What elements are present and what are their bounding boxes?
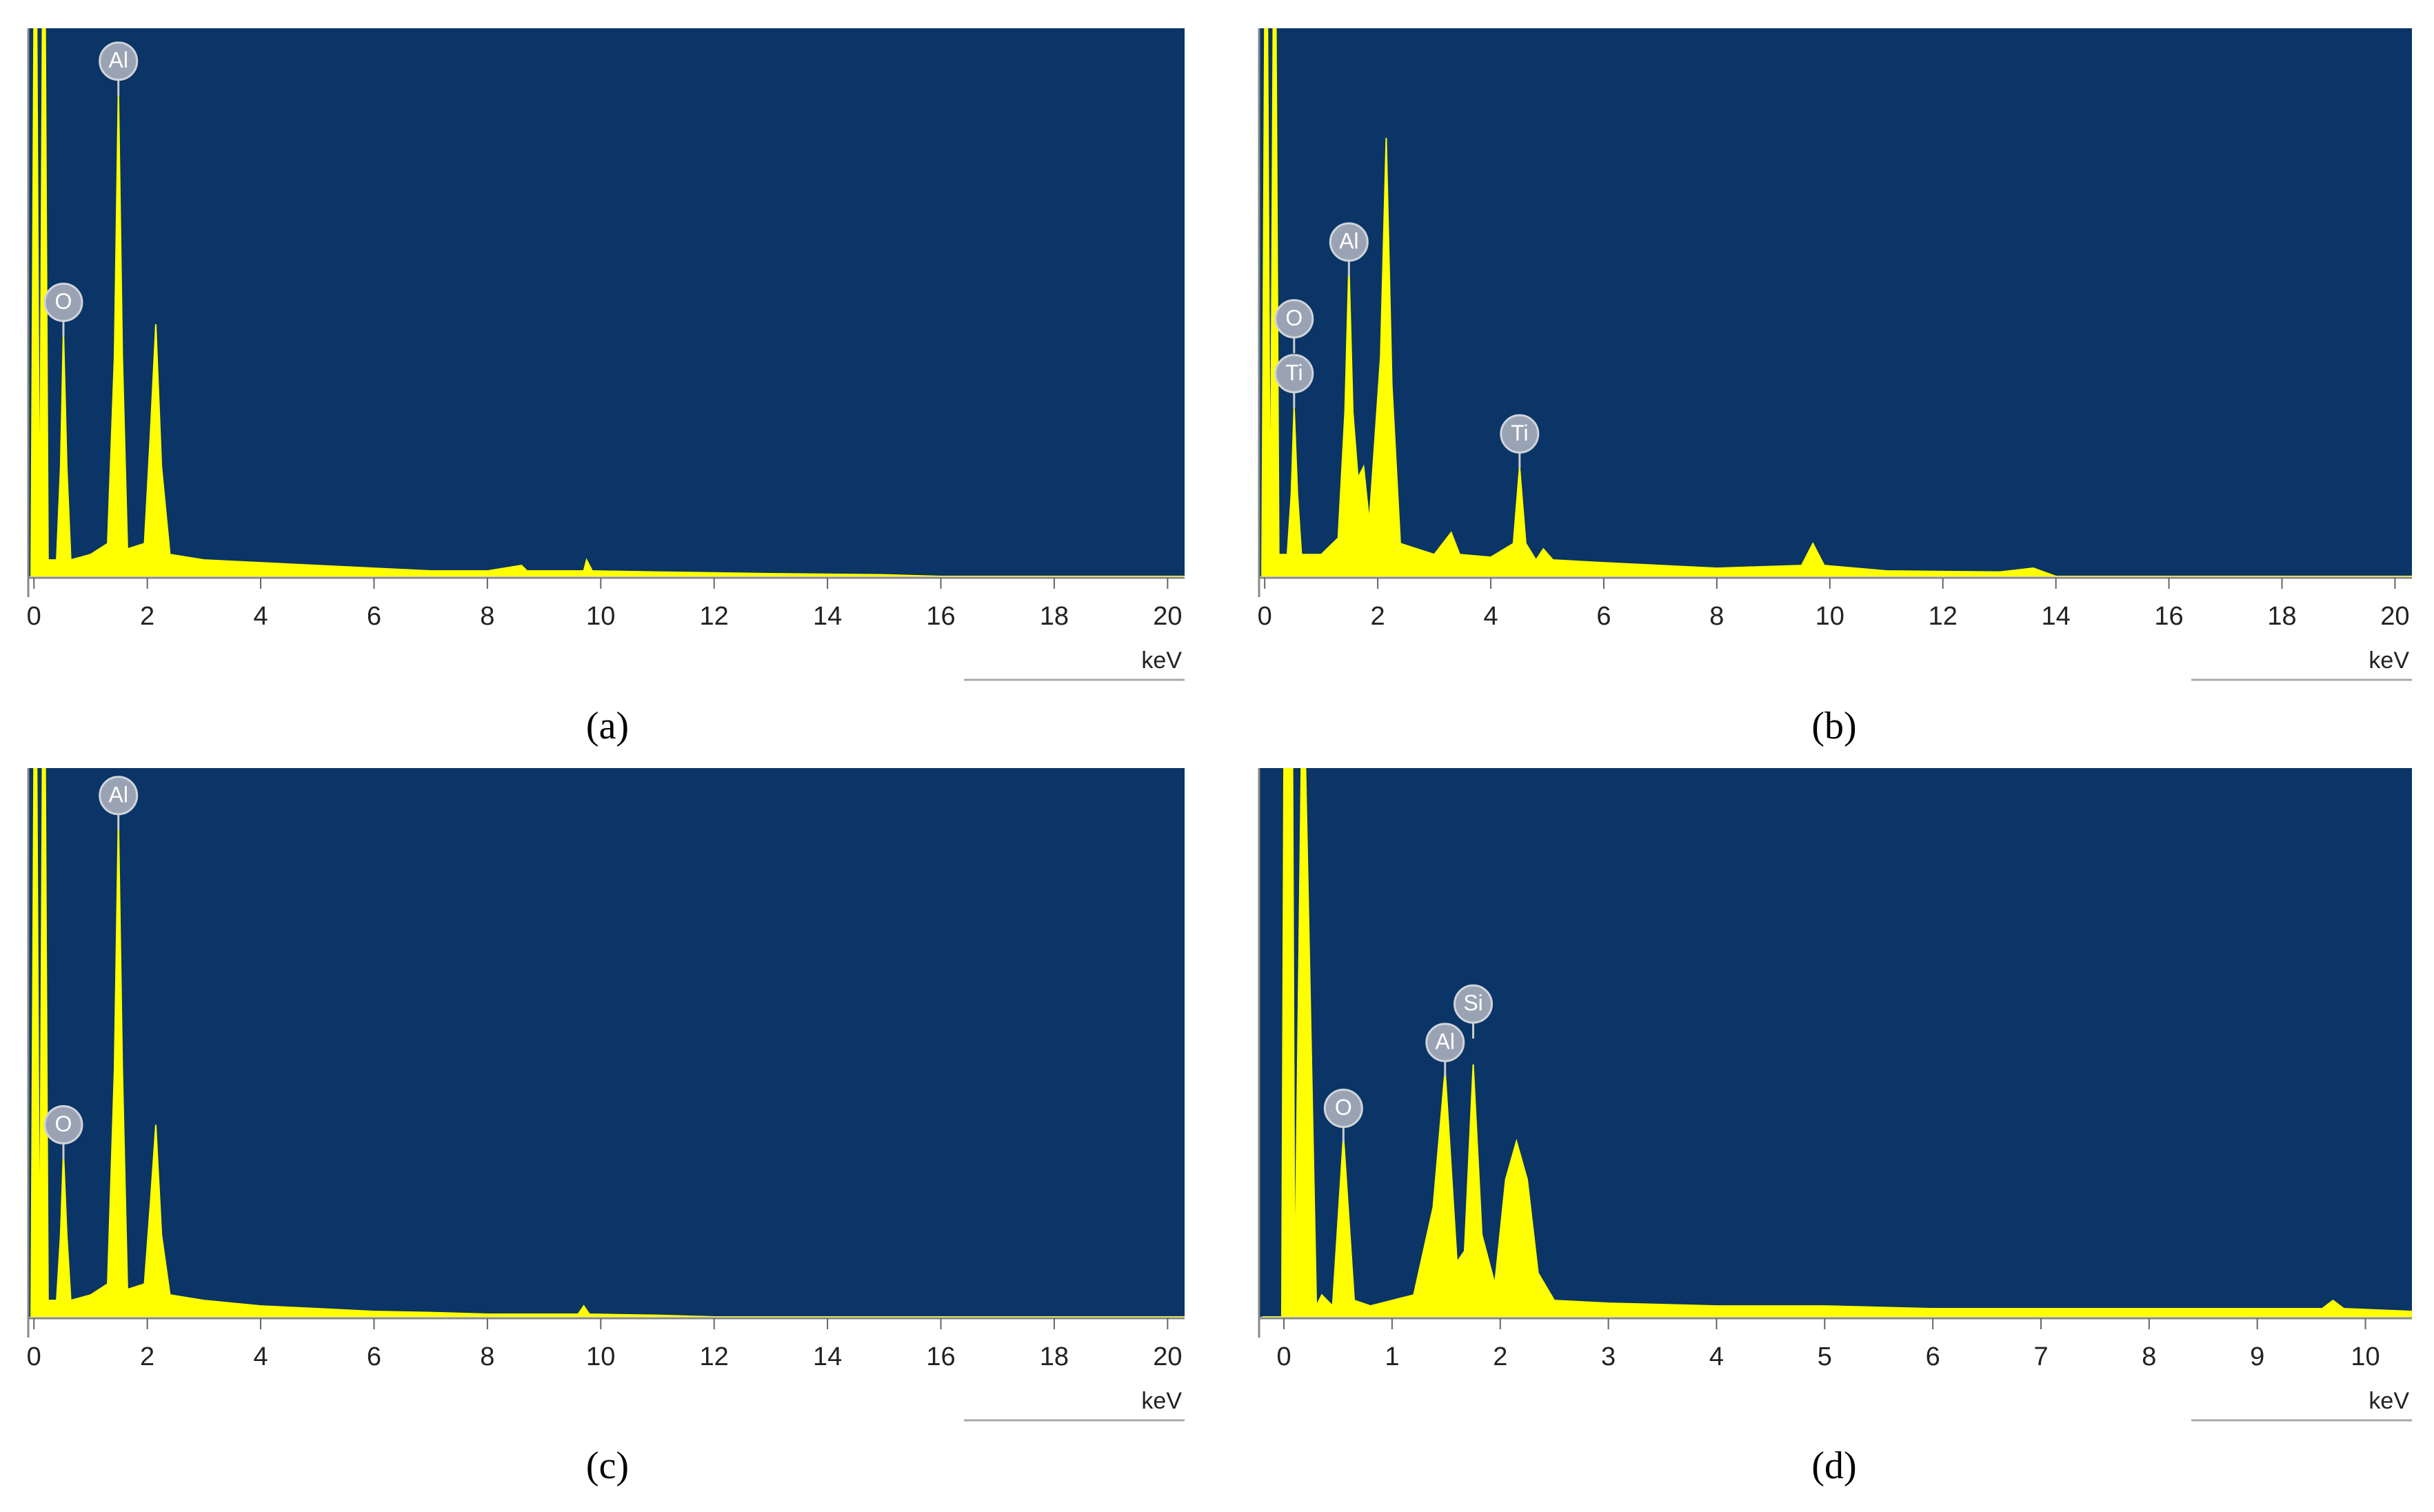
peak-label: Al — [108, 782, 128, 807]
peak-label: O — [1285, 305, 1303, 330]
spectrum — [1261, 28, 2412, 576]
x-tick-label: 0 — [1277, 1342, 1291, 1371]
peak-label-bg — [1500, 414, 1540, 454]
x-tick-label: 14 — [2042, 602, 2071, 631]
x-tick-label: 10 — [1816, 602, 1844, 631]
x-tick-label: 12 — [1929, 602, 1958, 631]
x-tick-label: 20 — [1153, 602, 1182, 631]
x-tick-label: 18 — [1040, 1342, 1069, 1371]
x-tick-label: 16 — [926, 1342, 955, 1371]
peak-label-bg — [99, 41, 139, 81]
plot — [30, 28, 1185, 576]
x-tick-label: 6 — [1926, 1342, 1940, 1371]
x-tick-label: 16 — [2154, 602, 2183, 631]
x-axis-label: keV — [1141, 647, 1182, 674]
peak-label: Ti — [1511, 421, 1528, 445]
spectrum — [1262, 768, 2412, 1317]
x-tick-label: 2 — [140, 1342, 154, 1371]
peak-label-bg — [1323, 1089, 1363, 1129]
x-tick-label: 12 — [700, 1342, 729, 1371]
peak-label-bg — [1425, 1022, 1465, 1062]
x-tick-label: 14 — [813, 1342, 842, 1371]
x-tick-label: 0 — [27, 1342, 41, 1371]
plot-area — [1259, 28, 2412, 576]
x-axis-label: keV — [2368, 1388, 2409, 1414]
peak-label: Ti — [1285, 360, 1303, 385]
panel-label: (c) — [586, 1444, 629, 1487]
x-tick-label: 1 — [1385, 1342, 1399, 1371]
peak-label-bg — [1274, 299, 1314, 339]
x-tick-label: 2 — [1493, 1342, 1507, 1371]
x-tick-label: 8 — [2142, 1342, 2156, 1371]
panel-label: (a) — [586, 705, 629, 747]
peak-label-bg — [1274, 354, 1314, 394]
x-tick-label: 0 — [27, 602, 41, 631]
x-tick-label: 10 — [586, 602, 615, 631]
peak-label: Si — [1463, 991, 1482, 1016]
x-tick-label: 2 — [1371, 602, 1385, 631]
panel-label: (b) — [1811, 705, 1856, 747]
x-tick-label: 20 — [1153, 1342, 1182, 1371]
x-tick-label: 6 — [1596, 602, 1611, 631]
x-tick-label: 6 — [367, 602, 381, 631]
x-tick-label: 8 — [480, 1342, 494, 1371]
x-tick-label: 8 — [480, 602, 494, 631]
peak-label-bg — [1454, 984, 1493, 1024]
x-axis-label: keV — [1141, 1388, 1182, 1414]
peak-label-bg — [1329, 222, 1369, 262]
plot — [30, 768, 1185, 1317]
spectrum — [30, 28, 1185, 576]
x-tick-label: 5 — [1818, 1342, 1832, 1371]
peak-label-bg — [43, 1105, 83, 1145]
spectrum — [30, 768, 1185, 1317]
plot-area — [28, 28, 1185, 576]
x-tick-label: 3 — [1601, 1342, 1616, 1371]
x-tick-label: 6 — [367, 1342, 381, 1371]
x-tick-label: 0 — [1258, 602, 1272, 631]
x-tick-label: 20 — [2380, 602, 2409, 631]
x-tick-label: 4 — [253, 1342, 268, 1371]
x-tick-label: 18 — [2267, 602, 2296, 631]
x-tick-label: 10 — [2351, 1342, 2380, 1371]
x-tick-label: 8 — [1709, 602, 1724, 631]
peak-label: O — [1335, 1095, 1352, 1120]
peak-label: Al — [1436, 1029, 1455, 1054]
peak-label: Al — [108, 48, 128, 72]
x-tick-label: 7 — [2033, 1342, 2048, 1371]
peak-label-bg — [43, 283, 83, 322]
x-tick-label: 18 — [1040, 602, 1069, 631]
x-tick-label: 16 — [926, 602, 955, 631]
peak-label-bg — [99, 776, 139, 816]
x-tick-label: 2 — [140, 602, 154, 631]
x-tick-label: 10 — [586, 1342, 615, 1371]
peak-label: O — [55, 1111, 72, 1136]
x-tick-label: 4 — [1483, 602, 1498, 631]
x-axis-label: keV — [2368, 647, 2409, 674]
peak-label: Al — [1339, 229, 1358, 254]
x-tick-label: 4 — [1709, 1342, 1724, 1371]
peak-label: O — [55, 289, 72, 314]
panel-label: (d) — [1811, 1444, 1856, 1487]
x-tick-label: 12 — [700, 602, 729, 631]
x-tick-label: 14 — [813, 602, 842, 631]
x-tick-label: 4 — [253, 602, 268, 631]
plot — [1261, 28, 2412, 576]
x-tick-label: 9 — [2250, 1342, 2264, 1371]
plot-area — [28, 768, 1185, 1317]
plot — [1262, 768, 2412, 1317]
